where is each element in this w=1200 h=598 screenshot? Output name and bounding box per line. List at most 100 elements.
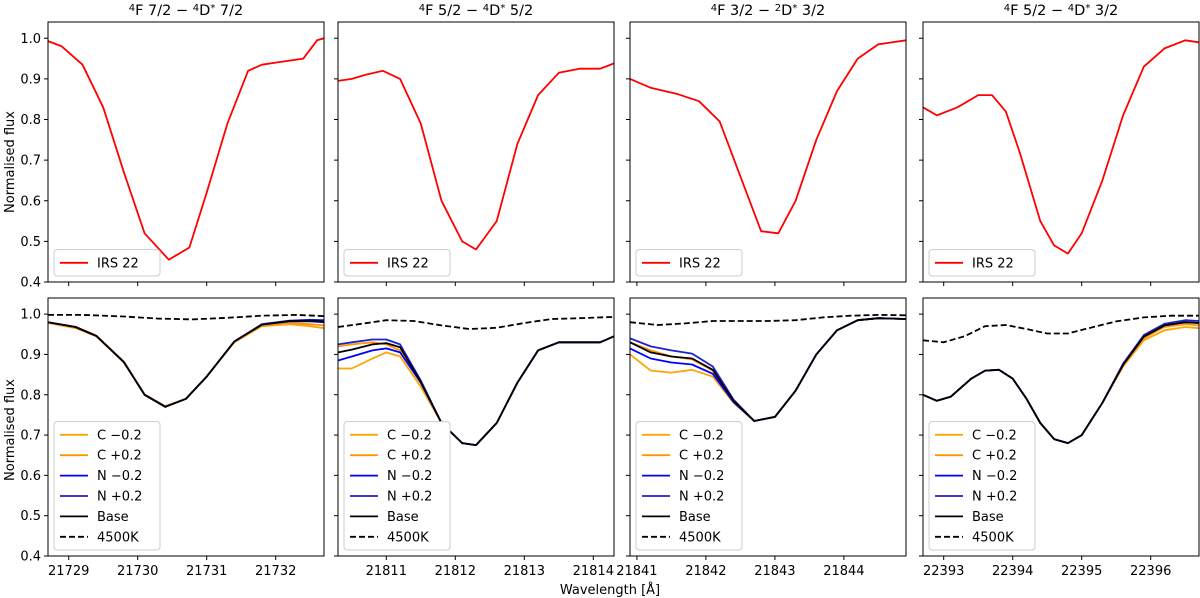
y-tick-label: 0.9 — [20, 348, 41, 363]
series-group — [923, 39, 1199, 255]
plot-frame — [47, 297, 325, 557]
legend: IRS 22 — [635, 249, 743, 277]
x-tick-label: 21812 — [435, 564, 476, 579]
series-group — [630, 313, 906, 422]
legend-box — [53, 249, 161, 277]
series-group — [48, 313, 324, 408]
legend-label: N +0.2 — [679, 490, 724, 505]
series-group — [923, 314, 1199, 445]
plot-frame — [922, 21, 1200, 283]
panel-bottom-1: 21729 21730 21731 21732 0.4 0.5 0.6 0.7 0.8 0.9 1.… — [20, 297, 325, 579]
series-line-irs-22 — [48, 37, 324, 261]
y-tick-label: 0.4 — [20, 550, 41, 565]
plot-frame — [922, 297, 1200, 557]
x-tick-label: 21813 — [504, 564, 545, 579]
series-line-irs-22 — [923, 39, 1199, 255]
panel-bottom-3: 21841 21842 21843 21844 C −0.2 C +0.2 N −0.2 N … — [616, 297, 907, 579]
y-tick-label: 1.0 — [20, 32, 41, 47]
legend: C −0.2 C +0.2 N −0.2 N +0.2 Base 4500K — [53, 421, 161, 551]
x-tick-label: 22395 — [1061, 564, 1102, 579]
series-line-base — [338, 335, 614, 447]
series-line-c-0-2 — [630, 317, 906, 422]
legend: C −0.2 C +0.2 N −0.2 N +0.2 Base 4500K — [928, 421, 1036, 551]
panel-title: 4F 7/2 − 4D* 7/2 — [129, 3, 244, 20]
x-tick-label: 21731 — [186, 564, 227, 579]
panel-top-4: 4F 5/2 − 4D* 3/2 IRS 22 — [919, 3, 1200, 286]
y-tick-label: 0.7 — [20, 154, 41, 169]
legend-label: Base — [387, 510, 419, 525]
series-line-c-0-2 — [48, 321, 324, 408]
x-tick-label: 22393 — [923, 564, 964, 579]
y-tick-label: 0.8 — [20, 388, 41, 403]
series-group — [338, 316, 614, 447]
legend-label: Base — [97, 510, 129, 525]
legend: IRS 22 — [343, 249, 451, 277]
panel-bottom-4: 22393 22394 22395 22396 C −0.2 C +0.2 N −0.2 N … — [919, 297, 1200, 579]
legend-label: N −0.2 — [387, 469, 432, 484]
series-line-n-0-2 — [630, 317, 906, 422]
legend-label: Base — [972, 510, 1004, 525]
x-tick-label: 21841 — [616, 564, 657, 579]
legend-label: Base — [679, 510, 711, 525]
series-group — [48, 37, 324, 261]
legend-box — [635, 249, 743, 277]
legend-label: C −0.2 — [387, 428, 432, 443]
panel-top-2: 4F 5/2 − 4D* 5/2 IRS 22 — [334, 3, 615, 286]
legend-label: C +0.2 — [97, 449, 142, 464]
x-axis-label: Wavelength [Å] — [560, 582, 660, 598]
legend-label: C +0.2 — [972, 449, 1017, 464]
y-tick-label: 0.9 — [20, 72, 41, 87]
legend-label: C −0.2 — [679, 428, 724, 443]
y-tick-label: 0.5 — [20, 235, 41, 250]
y-tick-label: 1.0 — [20, 308, 41, 323]
panel-bottom-2: 21811 21812 21813 21814 C −0.2 C +0.2 N −0.2 N … — [334, 297, 615, 579]
legend-label: N +0.2 — [387, 490, 432, 505]
panel-title: 4F 5/2 − 4D* 5/2 — [419, 3, 534, 20]
y-tick-label: 0.7 — [20, 429, 41, 444]
series-line-c-0-2 — [48, 322, 324, 407]
x-tick-label: 21811 — [366, 564, 407, 579]
plot-frame — [629, 21, 907, 283]
plot-frame — [47, 21, 325, 283]
series-line-base — [630, 317, 906, 422]
legend-label: C +0.2 — [679, 449, 724, 464]
legend-label: C −0.2 — [97, 428, 142, 443]
legend-label: IRS 22 — [97, 256, 139, 271]
y-tick-label: 0.4 — [20, 276, 41, 291]
legend-label: IRS 22 — [387, 256, 429, 271]
y-tick-label: 0.8 — [20, 113, 41, 128]
legend-label: 4500K — [97, 530, 139, 545]
series-line-4500k — [48, 313, 324, 321]
legend-label: N +0.2 — [97, 490, 142, 505]
legend-box — [928, 421, 1036, 551]
panel-title: 4F 3/2 − 2D* 3/2 — [711, 3, 826, 20]
legend-label: N −0.2 — [972, 469, 1017, 484]
legend-box — [343, 421, 451, 551]
series-line-base — [48, 319, 324, 408]
x-tick-label: 21842 — [685, 564, 726, 579]
series-line-c-0-2 — [630, 317, 906, 422]
series-group — [338, 62, 614, 251]
legend: C −0.2 C +0.2 N −0.2 N +0.2 Base 4500K — [635, 421, 743, 551]
legend-label: 4500K — [972, 530, 1014, 545]
x-tick-label: 21814 — [573, 564, 614, 579]
y-tick-label: 0.5 — [20, 509, 41, 524]
plot-frame — [337, 21, 615, 283]
series-line-n-0-2 — [630, 317, 906, 422]
series-line-irs-22 — [338, 62, 614, 251]
legend-label: IRS 22 — [972, 256, 1014, 271]
x-tick-label: 21729 — [48, 564, 89, 579]
panel-top-1: 0.4 0.5 0.6 0.7 0.8 0.9 1.0 4F 7/2 − 4D* 7/2 IRS… — [20, 3, 325, 291]
legend: C −0.2 C +0.2 N −0.2 N +0.2 Base 4500K — [343, 421, 451, 551]
legend-label: 4500K — [679, 530, 721, 545]
legend: IRS 22 — [928, 249, 1036, 277]
legend-label: IRS 22 — [679, 256, 721, 271]
series-group — [630, 39, 906, 235]
legend-label: 4500K — [387, 530, 429, 545]
legend-box — [53, 421, 161, 551]
x-tick-label: 21730 — [117, 564, 158, 579]
y-tick-label: 0.6 — [20, 194, 41, 209]
legend-label: C +0.2 — [387, 449, 432, 464]
x-tick-label: 21843 — [754, 564, 795, 579]
panels-group: 0.4 0.5 0.6 0.7 0.8 0.9 1.0 4F 7/2 − 4D* 7/2 IRS… — [20, 3, 1200, 579]
